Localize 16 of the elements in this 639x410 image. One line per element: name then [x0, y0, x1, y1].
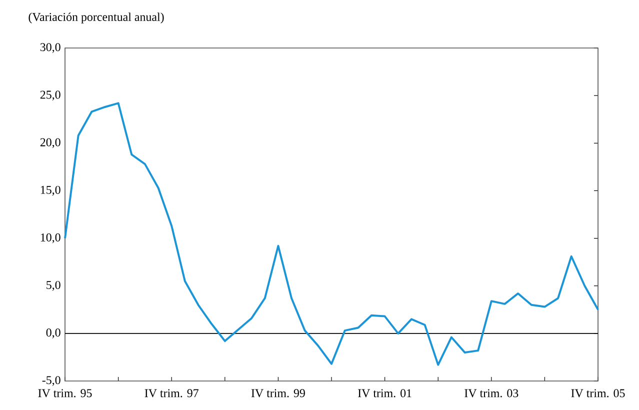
x-tick-label: IV trim. 03: [464, 389, 518, 398]
x-tick-label: IV trim. 97: [144, 389, 198, 398]
chart-title: (Variación porcentual anual): [28, 12, 164, 24]
x-tick-label: IV trim. 99: [251, 389, 305, 398]
y-tick-label: 30,0: [40, 43, 60, 53]
y-tick-label: 25,0: [40, 90, 60, 100]
y-tick-label: 5,0: [46, 280, 60, 291]
line-series: [64, 102, 600, 366]
x-tick-label: IV trim. 95: [38, 389, 92, 398]
y-tick-label: -5,0: [42, 376, 60, 386]
y-tick-label: 0,0: [46, 328, 60, 338]
y-tick-label: 15,0: [40, 186, 60, 196]
y-tick-label: 10,0: [40, 233, 60, 244]
x-tick-label: IV trim. 01: [358, 389, 412, 398]
y-tick-label: 20,0: [40, 138, 60, 148]
x-tick-label: IV trim. 05: [571, 389, 625, 398]
